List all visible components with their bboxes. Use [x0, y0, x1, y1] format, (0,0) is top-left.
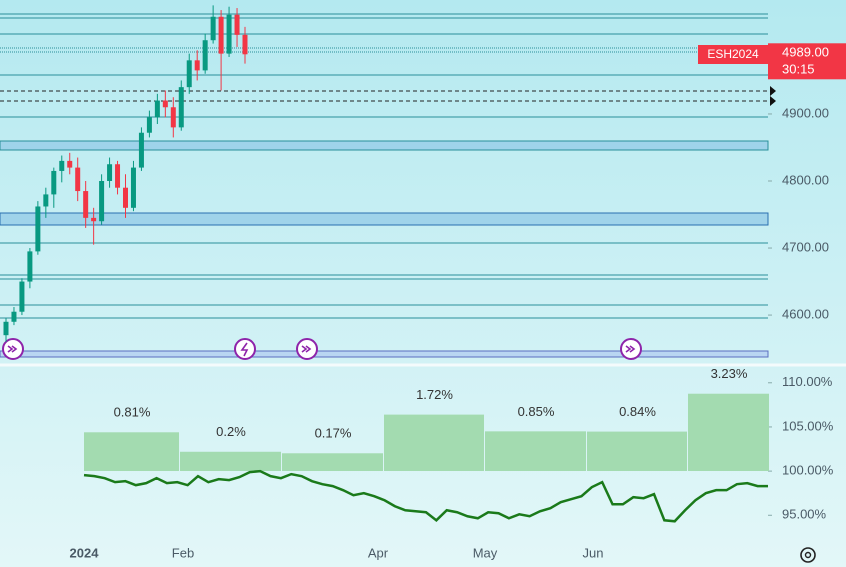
- candle-body: [35, 206, 41, 252]
- bar: [282, 453, 383, 471]
- event-icons: [2, 338, 642, 360]
- candle-body: [202, 40, 208, 71]
- candle-body: [170, 107, 176, 128]
- x-tick-label: 2024: [70, 545, 100, 560]
- candle-body: [19, 281, 25, 312]
- y-tick-label: 4600.00: [782, 307, 829, 322]
- bar: [587, 431, 687, 471]
- bar-label: 0.2%: [216, 424, 246, 439]
- symbol: ESH2024: [707, 47, 759, 61]
- bar: [688, 393, 769, 471]
- bar-label: 0.17%: [315, 426, 352, 441]
- y-tick-label: 4700.00: [782, 239, 829, 254]
- candle-body: [162, 100, 168, 108]
- candle-body: [234, 14, 240, 35]
- x-tick-label: Jun: [583, 545, 604, 560]
- levels: [0, 13, 776, 358]
- bar: [485, 431, 586, 471]
- candle-body: [210, 16, 216, 41]
- bar-label: 0.81%: [114, 405, 151, 420]
- equity-line: [83, 469, 768, 523]
- candle-body: [11, 311, 17, 322]
- symbol-badge: [698, 45, 768, 64]
- candle-body: [83, 191, 89, 218]
- candle-body: [194, 60, 200, 71]
- x-tick-label: Apr: [368, 545, 389, 560]
- candle-body: [75, 167, 81, 192]
- candle-body: [3, 321, 9, 336]
- bar-label: 1.72%: [416, 387, 453, 402]
- price-badge: ESH2024 4989.00 30:15: [698, 43, 846, 80]
- y-tick-label: 100.00%: [782, 463, 834, 478]
- bar-label: 3.23%: [711, 366, 748, 381]
- y-tick-label: 95.00%: [782, 507, 827, 522]
- candle-body: [138, 132, 144, 168]
- last-price: 4989.00: [782, 45, 829, 60]
- bar-label: 0.84%: [619, 404, 656, 419]
- settings-icon[interactable]: [800, 547, 816, 563]
- candle-body: [242, 34, 248, 55]
- candle-body: [130, 167, 136, 208]
- candle-body: [218, 16, 224, 54]
- y-tick-label: 4800.00: [782, 172, 829, 187]
- y-tick-label: 4900.00: [782, 105, 829, 120]
- candle-body: [186, 60, 192, 88]
- candle-body: [59, 160, 65, 171]
- x-tick-label: Feb: [172, 545, 194, 560]
- candle-body: [115, 164, 121, 188]
- candle-body: [51, 170, 57, 195]
- candle-body: [43, 194, 49, 207]
- candle-body: [123, 187, 128, 208]
- bar: [84, 432, 179, 471]
- candle-body: [67, 160, 73, 168]
- candle-body: [226, 14, 232, 54]
- bar: [180, 451, 281, 471]
- bar-label: 0.85%: [518, 404, 555, 419]
- candle-body: [154, 100, 160, 118]
- bar: [384, 414, 484, 471]
- candle-body: [178, 87, 184, 128]
- last-price-box: [768, 43, 846, 80]
- candle-body: [99, 181, 105, 222]
- countdown: 30:15: [782, 62, 815, 77]
- candle-body: [146, 117, 152, 133]
- y-tick-label: 110.00%: [782, 374, 833, 389]
- y-tick-label: 105.00%: [782, 418, 834, 433]
- x-tick-label: May: [473, 545, 498, 560]
- candle-body: [107, 164, 113, 181]
- candle-body: [91, 217, 97, 222]
- candle-body: [27, 251, 33, 282]
